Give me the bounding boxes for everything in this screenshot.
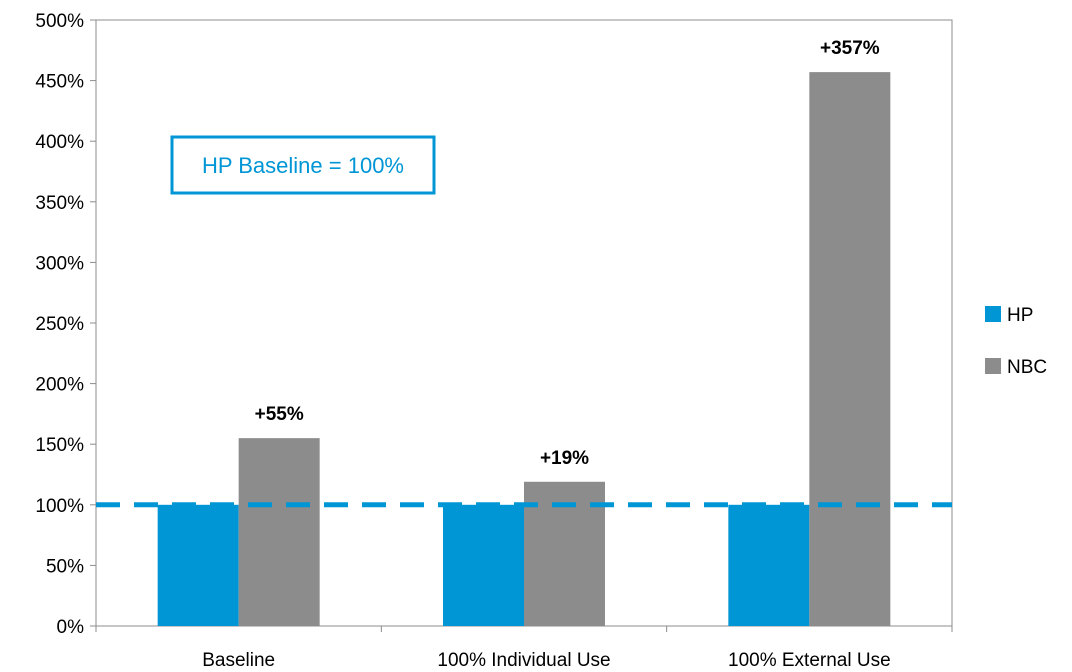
legend-swatch-nbc <box>985 358 1001 374</box>
y-tick-label: 100% <box>35 496 84 517</box>
y-tick-label: 200% <box>35 375 84 396</box>
y-tick-label: 400% <box>35 132 84 153</box>
legend-label-nbc: NBC <box>1007 357 1047 378</box>
y-tick-label: 50% <box>46 556 84 577</box>
annotation-box <box>170 135 436 195</box>
legend-label-hp: HP <box>1007 305 1033 326</box>
y-tick-label: 450% <box>35 72 84 93</box>
y-tick-label: 150% <box>35 435 84 456</box>
y-tick-label: 350% <box>35 193 84 214</box>
x-category-label: 100% Individual Use <box>437 650 610 671</box>
y-tick-label: 500% <box>35 11 84 32</box>
y-tick-label: 0% <box>57 617 85 638</box>
y-tick-label: 300% <box>35 253 84 274</box>
y-tick-label: 250% <box>35 314 84 335</box>
bar-hp-2 <box>443 504 524 626</box>
x-category-label: 100% External Use <box>728 650 891 671</box>
annotation-text: HP Baseline = 100% <box>202 153 404 178</box>
bar-nbc-1 <box>238 438 320 626</box>
bar-nbc-3 <box>809 72 891 627</box>
data-label: +19% <box>540 448 589 469</box>
data-label: +357% <box>820 38 880 59</box>
legend-swatch-hp <box>985 306 1001 322</box>
bar-hp-1 <box>157 504 239 626</box>
bar-hp-3 <box>728 504 810 626</box>
data-label: +55% <box>255 404 304 425</box>
x-category-label: Baseline <box>202 650 275 671</box>
